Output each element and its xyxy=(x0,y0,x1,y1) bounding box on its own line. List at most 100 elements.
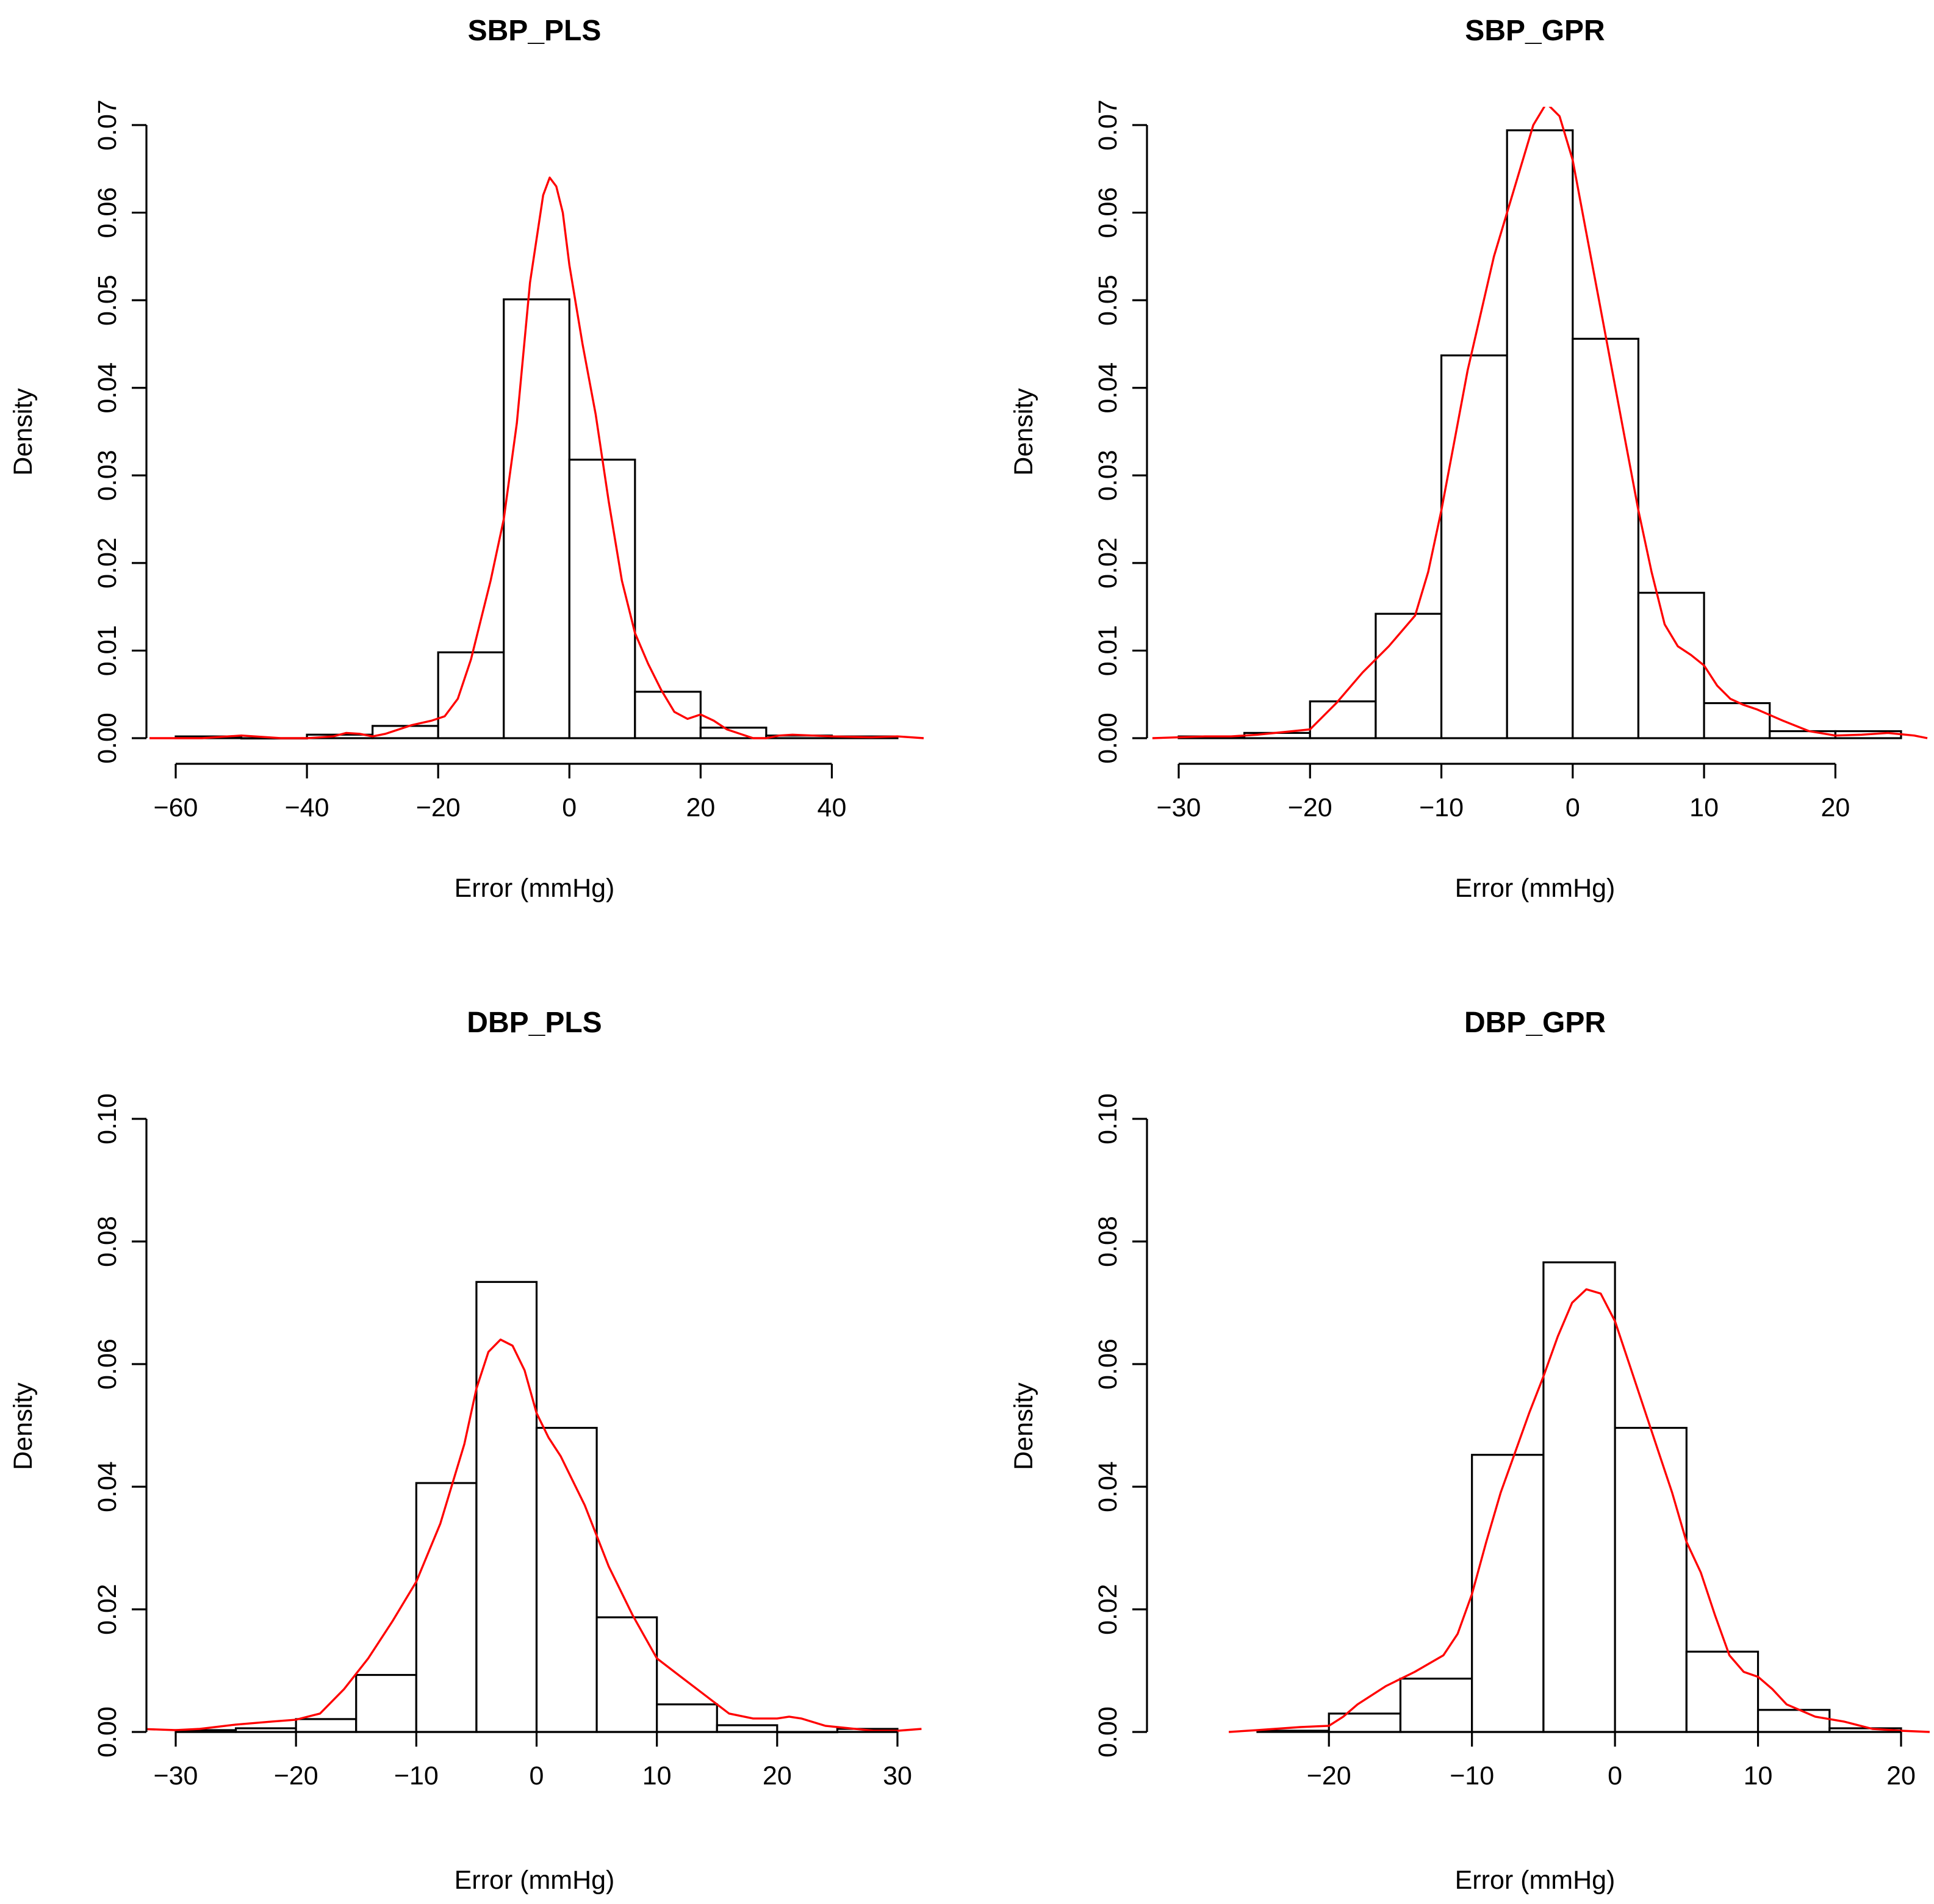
x-tick-label: 20 xyxy=(1821,793,1850,822)
panel-title: SBP_PLS xyxy=(468,15,602,47)
y-tick-label: 0.10 xyxy=(93,1093,122,1144)
histogram-bar xyxy=(1471,1454,1545,1733)
x-tick-label: 40 xyxy=(818,793,847,822)
x-tick-label: 20 xyxy=(686,793,715,822)
histogram-bar xyxy=(634,691,702,739)
x-axis-label: Error (mmHg) xyxy=(455,874,615,903)
x-axis: −30 −20 −10 0 10 20 xyxy=(1157,763,1850,822)
y-tick-label: 0.04 xyxy=(93,1461,122,1512)
y-tick-label: 0.03 xyxy=(93,450,122,501)
histogram-bar xyxy=(1685,1650,1760,1733)
x-tick-label: −20 xyxy=(416,793,461,822)
plot-dbp-gpr: −20 −10 0 10 20 0.00 0.02 0.04 0.06 0.08 0.10 xyxy=(1093,1093,1930,1791)
x-tick-label: 0 xyxy=(530,1761,544,1791)
y-tick-label: 0.07 xyxy=(93,99,122,151)
y-tick-label: 0.03 xyxy=(1093,450,1123,501)
x-tick-label: −10 xyxy=(394,1761,439,1791)
histogram-bar xyxy=(699,727,767,739)
y-axis-label: Density xyxy=(1009,1382,1038,1470)
histogram-bar xyxy=(1256,1730,1330,1733)
panel-title: SBP_GPR xyxy=(1465,15,1605,47)
x-tick-label: 30 xyxy=(883,1761,912,1791)
histogram-bar xyxy=(535,1426,598,1733)
histogram-bar xyxy=(595,1616,658,1733)
x-axis: −20 −10 0 10 20 xyxy=(1307,1731,1916,1791)
x-tick-label: −60 xyxy=(154,793,198,822)
histogram-bar xyxy=(1328,1712,1402,1733)
histogram-bar xyxy=(475,1281,538,1733)
x-tick-label: −20 xyxy=(1307,1761,1351,1791)
x-axis: −60 −40 −20 0 20 40 xyxy=(154,763,847,822)
y-tick-label: 0.06 xyxy=(93,1338,122,1390)
y-tick-label: 0.02 xyxy=(1093,1584,1123,1635)
y-axis: 0.00 0.02 0.04 0.06 0.08 0.10 xyxy=(93,1093,148,1758)
histogram-bar xyxy=(656,1703,718,1733)
panel-title: DBP_GPR xyxy=(1464,1007,1606,1039)
histogram-bar xyxy=(415,1482,478,1733)
y-tick-label: 0.10 xyxy=(1093,1093,1123,1144)
y-tick-label: 0.04 xyxy=(1093,1461,1123,1512)
histogram-bar xyxy=(1399,1677,1473,1733)
histogram-bar xyxy=(1440,354,1508,739)
y-tick-label: 0.01 xyxy=(93,625,122,677)
histogram-bar xyxy=(1703,702,1771,739)
x-tick-label: 20 xyxy=(763,1761,792,1791)
y-axis-label: Density xyxy=(9,1382,38,1470)
x-axis-label: Error (mmHg) xyxy=(1455,874,1616,903)
x-tick-label: 10 xyxy=(1689,793,1719,822)
x-tick-label: −10 xyxy=(1419,793,1464,822)
density-curve xyxy=(149,176,924,739)
y-tick-label: 0.07 xyxy=(1093,99,1123,151)
x-tick-label: −40 xyxy=(285,793,329,822)
histogram-bar xyxy=(355,1673,417,1733)
histogram-bar xyxy=(437,651,505,739)
y-tick-label: 0.04 xyxy=(1093,362,1123,414)
x-tick-label: 10 xyxy=(642,1761,672,1791)
panel-sbp-pls: SBP_PLS Error (mmHg) Density xyxy=(9,15,614,903)
x-tick-label: 10 xyxy=(1744,1761,1773,1791)
x-tick-label: 0 xyxy=(1608,1761,1622,1791)
x-tick-label: 0 xyxy=(562,793,577,822)
x-tick-label: 0 xyxy=(1566,793,1580,822)
y-tick-label: 0.06 xyxy=(1093,1338,1123,1390)
panel-dbp-gpr: DBP_GPR Error (mmHg) Density xyxy=(1009,1007,1615,1895)
panel-title: DBP_PLS xyxy=(467,1007,602,1039)
plot-sbp-pls: −60 −40 −20 0 20 400.000.010.020.030.040.050.… xyxy=(93,99,924,822)
density-curve xyxy=(1228,1288,1930,1733)
plot-dbp-pls: −30 −20 −10 0 10 20 30 0.00 0.02 0.04 0.06 0.08 0.10 xyxy=(93,1093,922,1791)
histogram-bar xyxy=(1614,1426,1688,1733)
density-curve xyxy=(1152,107,1928,739)
histogram-bar xyxy=(1375,613,1443,739)
y-tick-label: 0.06 xyxy=(93,187,122,239)
y-tick-label: 0.02 xyxy=(93,537,122,589)
y-tick-label: 0.02 xyxy=(93,1584,122,1635)
y-axis: 0.00 0.02 0.04 0.06 0.08 0.10 xyxy=(1093,1093,1148,1758)
y-tick-label: 0.05 xyxy=(93,275,122,326)
panel-dbp-pls: DBP_PLS Error (mmHg) Density xyxy=(9,1007,614,1895)
x-axis-label: Error (mmHg) xyxy=(455,1866,615,1895)
x-tick-label: −10 xyxy=(1450,1761,1494,1791)
y-axis-label: Density xyxy=(1009,388,1038,476)
x-axis-label: Error (mmHg) xyxy=(1455,1866,1616,1895)
y-axis: 0.00 0.01 0.02 0.03 0.04 0.05 0.06 0.07 xyxy=(1093,99,1148,764)
x-axis: −30 −20 −10 0 10 20 30 xyxy=(154,1731,912,1791)
histogram-bar xyxy=(1637,592,1705,739)
y-tick-label: 0.01 xyxy=(1093,625,1123,677)
plot-sbp-gpr: −30 −20 −10 0 10 200.000.010.020.030.040.050.… xyxy=(1093,99,1928,822)
x-tick-label: −20 xyxy=(1288,793,1332,822)
x-tick-label: 20 xyxy=(1886,1761,1916,1791)
y-tick-label: 0.05 xyxy=(1093,275,1123,326)
y-axis: 0.00 0.01 0.02 0.03 0.04 0.05 0.06 0.07 xyxy=(93,99,148,764)
y-tick-label: 0.04 xyxy=(93,362,122,414)
histogram-bar xyxy=(1572,337,1640,739)
x-tick-label: −30 xyxy=(154,1761,198,1791)
y-axis-label: Density xyxy=(9,388,38,476)
y-tick-label: 0.00 xyxy=(1093,713,1123,764)
histogram-bar xyxy=(1756,1709,1831,1733)
y-tick-label: 0.02 xyxy=(1093,537,1123,589)
histogram-bar xyxy=(1506,129,1574,739)
histogram-bar xyxy=(503,298,570,739)
panel-sbp-gpr: SBP_GPR Error (mmHg) Density xyxy=(1009,15,1615,903)
y-tick-label: 0.06 xyxy=(1093,187,1123,239)
